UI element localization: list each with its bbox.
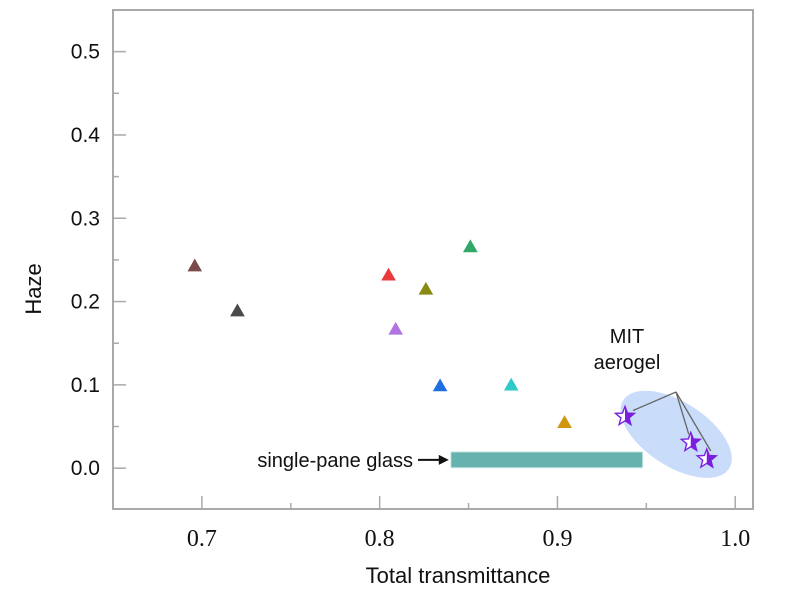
aerogel-leader-line (675, 391, 690, 435)
arrow-head-icon (438, 454, 449, 465)
single-pane-glass-label: single-pane glass (257, 450, 413, 472)
triangle-marker (431, 376, 449, 393)
x-tick-label: 0.7 (187, 526, 217, 552)
star-fill (706, 449, 717, 468)
mit-label-line2: aerogel (594, 352, 661, 374)
triangle-marker (461, 237, 480, 253)
y-tick-label: 0.2 (71, 291, 100, 314)
triangle-marker (555, 413, 574, 429)
x-tick-label: 1.0 (720, 526, 750, 552)
aerogel-star-marker (695, 447, 719, 469)
star-fill (690, 432, 701, 451)
y-tick-label: 0.1 (71, 374, 100, 397)
y-tick-label: 0.5 (71, 41, 100, 64)
aerogel-leader-line (632, 391, 677, 412)
aerogel-star-marker (679, 430, 703, 452)
aerogel-star-marker (613, 404, 637, 427)
x-tick-label: 0.8 (365, 526, 395, 552)
triangle-marker (186, 256, 204, 273)
triangle-marker (228, 301, 247, 318)
aerogel-highlight-ellipse (620, 390, 732, 478)
aerogel-leader-line (675, 391, 712, 452)
triangle-marker (417, 280, 435, 296)
triangle-marker (386, 320, 405, 336)
triangle-marker (502, 376, 520, 392)
single-pane-glass-bar (450, 451, 644, 469)
star-fill (625, 406, 635, 425)
x-axis-title: Total transmittance (366, 563, 551, 588)
triangle-marker (379, 266, 398, 282)
x-tick-label: 0.9 (542, 526, 572, 552)
mit-label-line1: MIT (610, 326, 644, 348)
y-tick-label: 0.4 (71, 124, 101, 147)
y-axis-title: Haze (21, 263, 46, 314)
y-tick-label: 0.3 (71, 207, 100, 230)
y-tick-label: 0.0 (71, 457, 100, 480)
